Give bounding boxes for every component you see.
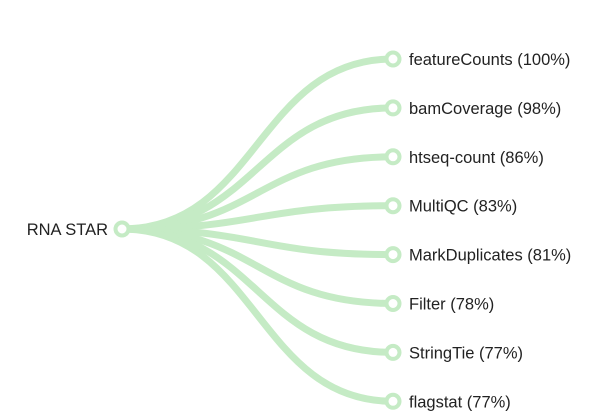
target-node-circle[interactable] — [384, 197, 402, 215]
target-node-flagstat[interactable]: flagstat (77%) — [384, 392, 511, 411]
link-flagstat — [118, 225, 397, 405]
root-node[interactable]: RNA STAR — [27, 220, 131, 239]
target-node-filter[interactable]: Filter (78%) — [384, 295, 495, 314]
target-node-label: bamCoverage (98%) — [409, 100, 561, 118]
target-node-label: StringTie (77%) — [409, 344, 523, 362]
target-node-label: MultiQC (83%) — [409, 198, 517, 216]
target-node-featurecounts[interactable]: featureCounts (100%) — [384, 50, 571, 69]
link-stringtie — [118, 225, 397, 356]
target-node-label: flagstat (77%) — [409, 393, 511, 411]
target-node-htseq-count[interactable]: htseq-count (86%) — [384, 148, 544, 167]
target-node-multiqc[interactable]: MultiQC (83%) — [384, 197, 518, 216]
target-node-label: featureCounts (100%) — [409, 51, 570, 69]
target-node-markduplicates[interactable]: MarkDuplicates (81%) — [384, 246, 572, 265]
target-node-bamcoverage[interactable]: bamCoverage (98%) — [384, 99, 562, 118]
link-multiqc — [118, 202, 397, 233]
nodes-group: RNA STAR featureCounts (100%) bamCoverage… — [27, 50, 572, 411]
root-node-label: RNA STAR — [27, 221, 108, 239]
target-node-circle[interactable] — [384, 295, 402, 312]
target-node-stringtie[interactable]: StringTie (77%) — [384, 343, 524, 362]
target-node-circle[interactable] — [384, 246, 402, 264]
target-node-label: Filter (78%) — [409, 296, 494, 314]
target-node-circle[interactable] — [384, 99, 402, 117]
target-node-circle[interactable] — [384, 392, 402, 410]
link-bamcoverage — [118, 104, 397, 233]
links-group — [118, 55, 397, 405]
target-node-label: htseq-count (86%) — [409, 149, 544, 167]
target-node-circle[interactable] — [384, 343, 402, 361]
root-node-circle[interactable] — [113, 220, 131, 238]
target-node-circle[interactable] — [384, 148, 402, 166]
target-node-circle[interactable] — [384, 50, 402, 68]
target-node-label: MarkDuplicates (81%) — [409, 247, 571, 265]
